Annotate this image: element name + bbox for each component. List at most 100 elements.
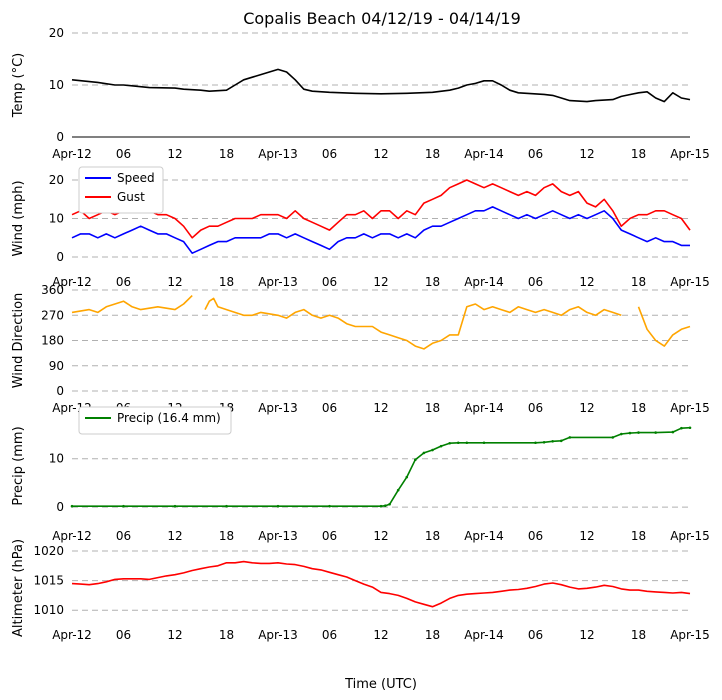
y-tick-label: 270 xyxy=(41,308,64,322)
x-tick-label: Apr-15 xyxy=(670,147,710,161)
x-tick-label: 12 xyxy=(373,147,388,161)
data-point xyxy=(620,432,623,436)
data-point xyxy=(482,441,486,445)
x-tick-label: 06 xyxy=(116,628,131,642)
y-tick-label: 0 xyxy=(56,384,64,398)
x-tick-label: 18 xyxy=(631,401,646,415)
y-tick-label: 180 xyxy=(41,334,64,348)
x-tick-label: 12 xyxy=(373,275,388,289)
x-tick-label: 18 xyxy=(425,529,440,543)
x-tick-label: Apr-15 xyxy=(670,628,710,642)
chart-title: Copalis Beach 04/12/19 - 04/14/19 xyxy=(243,9,521,28)
x-tick-label: 12 xyxy=(579,401,594,415)
y-tick-label: 10 xyxy=(49,452,64,466)
x-tick-label: 18 xyxy=(425,147,440,161)
x-tick-label: 12 xyxy=(167,147,182,161)
y-axis-label: Wind (mph) xyxy=(11,180,26,256)
x-tick-label: 12 xyxy=(579,147,594,161)
x-tick-label: Apr-14 xyxy=(464,401,504,415)
data-point xyxy=(328,504,331,508)
data-point xyxy=(414,458,417,462)
x-tick-label: 18 xyxy=(631,628,646,642)
data-point xyxy=(70,504,74,508)
x-tick-label: 06 xyxy=(528,529,543,543)
panel-5: 1010 1015 1020 Altimeter (hPa) Apr-12 06 12 18 A… xyxy=(11,539,710,642)
data-point xyxy=(379,504,383,508)
x-tick-label: 12 xyxy=(167,628,182,642)
data-point xyxy=(388,502,391,506)
data-point xyxy=(422,451,426,455)
y-axis-label: Altimeter (hPa) xyxy=(11,539,26,637)
x-tick-label: 12 xyxy=(167,275,182,289)
data-point xyxy=(611,436,615,439)
data-point xyxy=(431,448,434,452)
y-tick-label: 90 xyxy=(49,359,64,373)
x-tick-label: 06 xyxy=(528,147,543,161)
data-point xyxy=(637,431,640,434)
x-tick-label: 18 xyxy=(631,147,646,161)
data-point xyxy=(173,504,177,508)
data-point xyxy=(456,441,460,445)
x-tick-label: 18 xyxy=(219,529,234,543)
series-line-precip xyxy=(72,426,691,507)
data-point xyxy=(122,504,125,508)
x-tick-label: Apr-13 xyxy=(258,529,298,543)
legend-label: Gust xyxy=(117,190,145,204)
x-tick-label: 12 xyxy=(373,529,388,543)
series-line-temp xyxy=(71,68,691,103)
x-tick-label: Apr-12 xyxy=(52,628,92,642)
x-tick-label: Apr-13 xyxy=(258,628,298,642)
x-tick-label: 12 xyxy=(579,275,594,289)
x-tick-label: 18 xyxy=(219,275,234,289)
y-tick-label: 1015 xyxy=(33,574,64,588)
x-tick-label: 18 xyxy=(631,275,646,289)
data-point xyxy=(396,488,400,492)
data-point xyxy=(534,441,537,445)
series-line-speed xyxy=(71,206,690,254)
legend xyxy=(78,406,232,435)
panel-2: 0 10 20 Wind (mph) Apr-12 06 12 18 Apr-13 06 12 18 A… xyxy=(11,166,710,289)
x-tick-label: Apr-12 xyxy=(52,147,92,161)
y-tick-label: 0 xyxy=(56,130,64,144)
data-point xyxy=(688,426,692,430)
y-axis-label: Wind Direction xyxy=(11,293,26,389)
data-point xyxy=(628,431,632,435)
x-axis-label: Time (UTC) xyxy=(344,677,417,692)
x-tick-label: 12 xyxy=(579,628,594,642)
x-tick-label: Apr-12 xyxy=(52,275,92,289)
y-axis-label: Precip (mm) xyxy=(11,426,26,505)
x-tick-label: Apr-13 xyxy=(258,147,298,161)
y-tick-label: 1010 xyxy=(33,603,64,617)
y-tick-label: 10 xyxy=(49,78,64,92)
panel-4: 0 10 Precip (mm) Apr-12 06 12 18 Apr-13 06 12 18 Ap… xyxy=(11,406,710,543)
x-tick-label: 06 xyxy=(322,401,337,415)
data-point xyxy=(448,441,451,445)
x-tick-label: Apr-15 xyxy=(670,401,710,415)
data-point xyxy=(383,504,387,508)
x-tick-label: 06 xyxy=(528,275,543,289)
x-tick-label: Apr-14 xyxy=(464,147,504,161)
data-point xyxy=(405,475,409,479)
data-point xyxy=(542,440,546,444)
x-tick-label: 06 xyxy=(116,529,131,543)
x-tick-label: 18 xyxy=(425,275,440,289)
x-tick-label: 06 xyxy=(322,275,337,289)
x-tick-label: Apr-15 xyxy=(670,275,710,289)
x-tick-label: Apr-15 xyxy=(670,529,710,543)
y-axis-label: Temp (°C) xyxy=(11,53,26,119)
x-tick-label: Apr-12 xyxy=(52,529,92,543)
x-tick-label: Apr-13 xyxy=(258,275,298,289)
data-point xyxy=(465,441,469,445)
x-tick-label: 06 xyxy=(322,529,337,543)
x-tick-label: 06 xyxy=(528,401,543,415)
series-line-direction xyxy=(71,295,691,350)
data-point xyxy=(225,504,228,508)
y-tick-label: 0 xyxy=(56,500,64,514)
x-tick-label: 12 xyxy=(167,529,182,543)
x-tick-label: Apr-14 xyxy=(464,628,504,642)
data-point xyxy=(439,444,443,448)
series-line-altimeter xyxy=(71,560,691,608)
y-tick-label: 10 xyxy=(49,212,64,226)
